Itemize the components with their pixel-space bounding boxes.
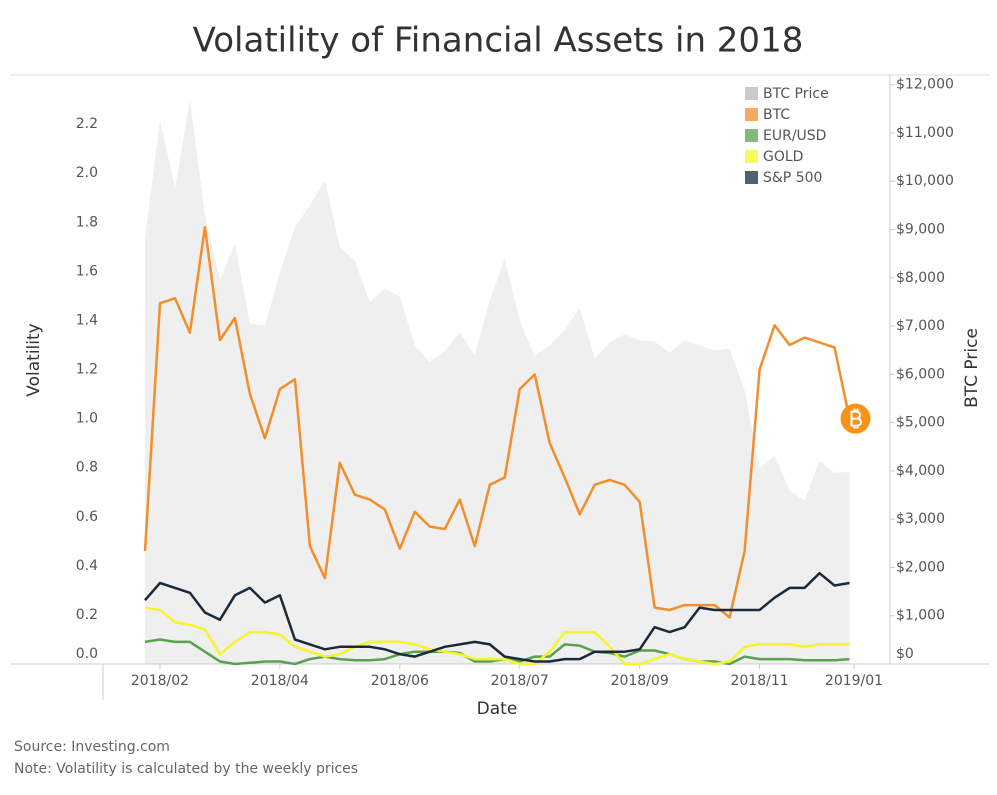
- x-tick-label: 2018/06: [371, 673, 429, 689]
- y-tick-label: 1.2: [76, 362, 98, 378]
- y2-tick-label: $2,000: [896, 559, 945, 575]
- y-tick-label: 2.2: [76, 116, 98, 132]
- y-axis-label: Volatility: [24, 323, 44, 396]
- x-tick-label: 2018/07: [491, 673, 549, 689]
- legend-label: BTC Price: [763, 86, 829, 102]
- legend-swatch: [745, 129, 758, 142]
- y2-tick-label: $1,000: [896, 608, 945, 624]
- x-tick-label: 2018/02: [131, 673, 189, 689]
- y-tick-label: 0.4: [76, 558, 98, 574]
- legend-label: BTC: [763, 107, 790, 123]
- y-tick-label: 1.8: [76, 214, 98, 230]
- series-line: [143, 225, 851, 619]
- y2-tick-label: $7,000: [896, 318, 945, 334]
- y-tick-label: 1.6: [76, 263, 98, 279]
- source-note: Source: Investing.com: [14, 739, 170, 755]
- y2-tick-label: $5,000: [896, 415, 945, 431]
- btc-icon-glyph: [850, 408, 863, 429]
- legend-swatch: [745, 108, 758, 121]
- y2-tick-label: $8,000: [896, 270, 945, 286]
- y2-tick-label: $10,000: [896, 173, 954, 189]
- legend-swatch: [745, 171, 758, 184]
- y2-tick-label: $3,000: [896, 511, 945, 527]
- x-axis-label: Date: [477, 699, 518, 719]
- y-tick-label: 0.8: [76, 460, 98, 476]
- legend-label: GOLD: [763, 149, 803, 165]
- x-tick-label: 2018/09: [611, 673, 669, 689]
- legend-swatch: [745, 150, 758, 163]
- y2-tick-label: $9,000: [896, 221, 945, 237]
- legend-label: EUR/USD: [763, 128, 826, 144]
- series-line: [144, 571, 850, 663]
- y2-axis-label: BTC Price: [962, 328, 982, 408]
- y-tick-label: 0.2: [76, 607, 98, 623]
- legend-swatch: [745, 87, 758, 100]
- y-tick-label: 1.0: [76, 411, 98, 427]
- y2-tick-label: $12,000: [896, 77, 954, 93]
- x-tick-label: 2018/04: [251, 673, 309, 689]
- x-tick-label: 2019/01: [825, 673, 883, 689]
- series-line: [144, 606, 850, 666]
- y-tick-label: 0.0: [76, 646, 98, 662]
- y-tick-label: 1.4: [76, 312, 98, 328]
- y2-tick-label: $6,000: [896, 366, 945, 382]
- y2-tick-label: $11,000: [896, 125, 954, 141]
- chart-title: Volatility of Financial Assets in 2018: [193, 21, 804, 61]
- footnote: Note: Volatility is calculated by the we…: [14, 761, 358, 777]
- x-tick-label: 2018/11: [730, 673, 788, 689]
- y-tick-label: 0.6: [76, 509, 98, 525]
- price-area: [144, 100, 850, 665]
- y-tick-label: 2.0: [76, 165, 98, 181]
- legend-label: S&P 500: [763, 170, 822, 186]
- y2-tick-label: $0: [896, 646, 914, 662]
- y2-tick-label: $4,000: [896, 463, 945, 479]
